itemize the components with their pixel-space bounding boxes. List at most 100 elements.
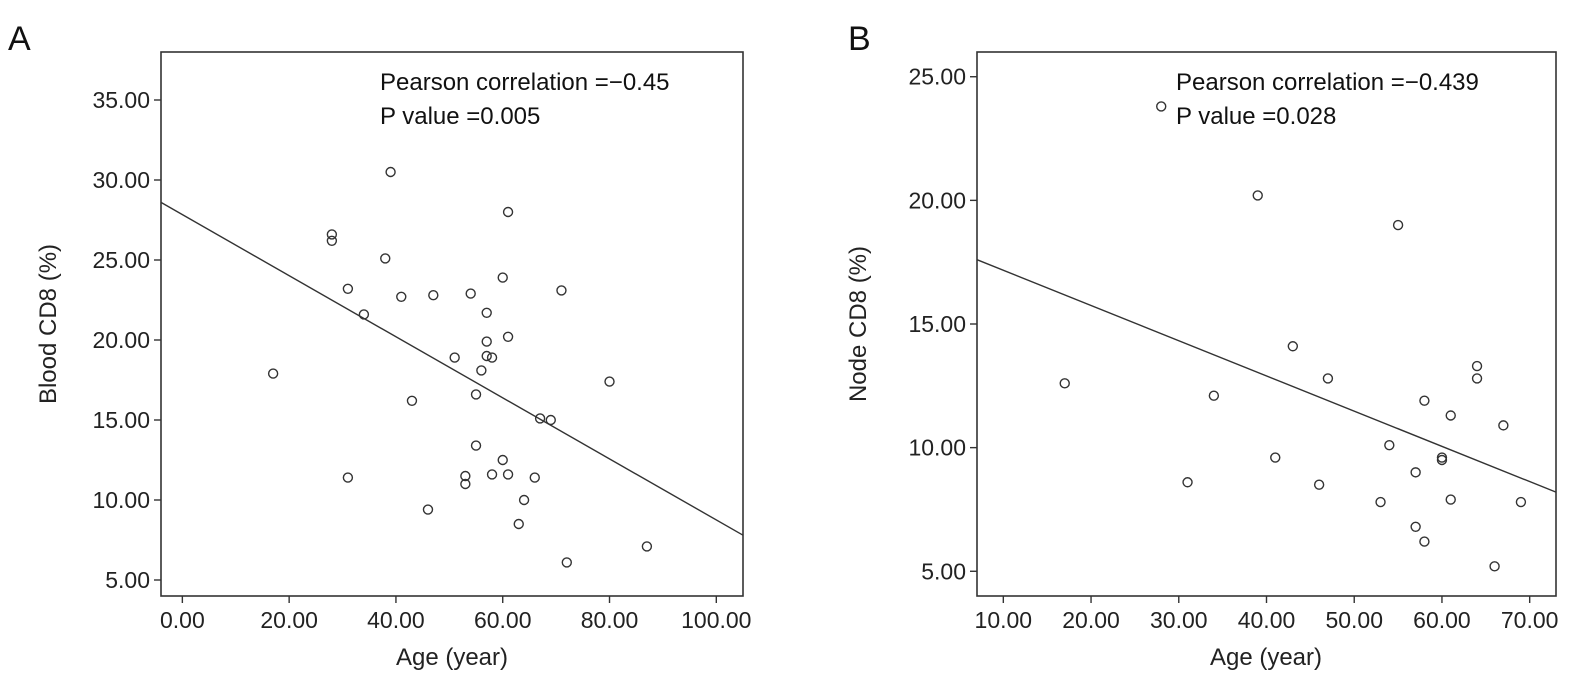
panel-b-letter: B <box>848 20 871 58</box>
panel-b-data-point <box>1156 101 1167 112</box>
panel-a-data-point <box>545 414 556 426</box>
panel-b-x-tick-label: 10.00 <box>975 607 1033 633</box>
panel-a-data-point <box>556 285 567 296</box>
panel-b-plot-frame <box>976 51 1557 597</box>
panel-a-data-point <box>406 395 418 406</box>
panel-a-data-point <box>481 307 492 318</box>
panel-b-scatter-plot: B 10.00 20.00 30.00 40.00 50.00 60.00 70.00 5.… <box>845 20 1558 671</box>
panel-b-pvalue-annotation: P value =0.028 <box>1176 103 1336 130</box>
panel-a-data-point <box>449 352 460 363</box>
panel-b-x-tick-label: 70.00 <box>1501 607 1559 633</box>
panel-b-data-points <box>1059 101 1527 572</box>
panel-b-data-point <box>1392 219 1404 231</box>
panel-b-x-axis-title: Age (year) <box>1210 644 1322 671</box>
panel-b-data-point <box>1419 395 1430 406</box>
panel-b-data-point <box>1313 479 1325 490</box>
panel-a-data-point <box>470 440 482 451</box>
panel-b-data-point <box>1419 536 1430 547</box>
panel-a-x-tick-label: 0.00 <box>160 607 205 633</box>
panel-a-regression-line <box>160 201 744 536</box>
panel-a-data-point <box>513 518 524 530</box>
panel-a-y-axis-title: Blood CD8 (%) <box>35 244 62 404</box>
panel-a-data-point <box>470 389 482 400</box>
panel-b-data-point <box>1410 521 1421 532</box>
panel-b-data-point <box>1059 378 1070 389</box>
panel-b-y-tick-label: 25.00 <box>908 64 966 90</box>
panel-a-data-point <box>358 309 370 320</box>
panel-a-data-point <box>529 472 540 483</box>
panel-a-y-tick-label: 15.00 <box>92 407 150 433</box>
panel-a-letter: A <box>8 20 31 58</box>
panel-a-data-point <box>497 272 508 283</box>
panel-b-x-tick-label: 40.00 <box>1238 607 1296 633</box>
panel-a-x-axis-title: Age (year) <box>396 644 508 671</box>
panel-b-y-axis-title: Node CD8 (%) <box>845 246 872 402</box>
panel-a-data-point <box>385 166 396 178</box>
panel-b-y-tick-label: 10.00 <box>908 435 966 461</box>
panel-a-x-tick-label: 80.00 <box>581 607 639 633</box>
panel-a-data-point <box>342 283 354 294</box>
panel-b-y-tick-label: 5.00 <box>921 558 966 584</box>
panel-b-x-tick-label: 50.00 <box>1325 607 1383 633</box>
panel-b-data-point <box>1384 439 1395 451</box>
panel-a-data-point <box>342 472 354 483</box>
panel-a-data-point <box>486 352 498 363</box>
panel-b-x-tick-label: 20.00 <box>1062 607 1120 633</box>
panel-a-data-point <box>428 290 439 301</box>
panel-b-data-point <box>1182 477 1193 488</box>
panel-a-data-point <box>497 454 508 466</box>
panel-a-data-point <box>460 470 471 482</box>
panel-b-x-ticks: 10.00 20.00 30.00 40.00 50.00 60.00 70.00 <box>975 596 1559 633</box>
panel-a-data-point <box>481 336 492 347</box>
panel-a-x-ticks: 0.00 20.00 40.00 60.00 80.00 100.00 <box>160 596 751 633</box>
panel-a-data-point <box>465 288 476 299</box>
panel-b-data-point <box>1498 420 1509 431</box>
panel-b-data-point <box>1270 452 1281 463</box>
panel-b-data-point <box>1208 390 1220 401</box>
panel-a-y-tick-label: 20.00 <box>92 327 150 353</box>
panel-a-y-tick-label: 25.00 <box>92 247 150 273</box>
panel-b-data-point <box>1489 561 1500 572</box>
panel-a-x-tick-label: 60.00 <box>474 607 532 633</box>
panel-b-data-point <box>1515 496 1527 508</box>
panel-a-x-tick-label: 20.00 <box>260 607 318 633</box>
panel-a-data-point <box>641 541 653 552</box>
panel-b-x-tick-label: 60.00 <box>1413 607 1471 633</box>
panel-b-data-point <box>1436 454 1448 466</box>
panel-a-data-point <box>460 478 471 490</box>
panel-a-scatter-plot: A 0.00 20.00 40.00 60.00 80.00 100.00 5.00 10.… <box>8 20 751 671</box>
panel-a-data-point <box>326 235 338 247</box>
panel-a-data-point <box>476 365 487 376</box>
panel-a-data-point <box>486 469 498 480</box>
panel-a-pearson-annotation: Pearson correlation =−0.45 <box>380 69 670 96</box>
panel-a-data-points <box>267 166 653 568</box>
panel-b-data-point <box>1471 373 1483 384</box>
panel-a-y-tick-label: 30.00 <box>92 167 150 193</box>
panel-b-y-tick-label: 15.00 <box>908 311 966 337</box>
panel-a-data-point <box>380 253 391 264</box>
panel-a-y-tick-label: 10.00 <box>92 487 150 513</box>
panel-a-data-point <box>481 350 492 362</box>
panel-b-pearson-annotation: Pearson correlation =−0.439 <box>1176 69 1479 96</box>
panel-a-data-point <box>561 557 572 568</box>
panel-a-data-point <box>518 494 530 506</box>
panel-b-x-tick-label: 30.00 <box>1150 607 1208 633</box>
panel-b-data-point <box>1445 410 1456 421</box>
panel-a-data-point <box>396 291 407 302</box>
panel-a-plot-frame <box>160 51 744 597</box>
panel-a-data-point <box>422 504 434 515</box>
panel-a-data-point <box>502 469 514 480</box>
panel-b-data-point <box>1287 341 1299 352</box>
panel-a-x-tick-label: 40.00 <box>367 607 425 633</box>
panel-a-y-tick-label: 5.00 <box>105 567 150 593</box>
panel-a-data-point <box>604 376 615 387</box>
panel-a-data-point <box>267 368 279 379</box>
panel-b-regression-line <box>976 259 1557 493</box>
panel-b-y-tick-label: 20.00 <box>908 187 966 213</box>
panel-b-data-point <box>1410 467 1421 478</box>
panel-b-data-point <box>1471 360 1483 372</box>
panel-a-y-ticks: 5.00 10.00 15.00 20.00 25.00 30.00 35.00 <box>92 87 161 593</box>
panel-a-data-point <box>502 206 514 218</box>
panel-b-data-point <box>1445 494 1456 505</box>
